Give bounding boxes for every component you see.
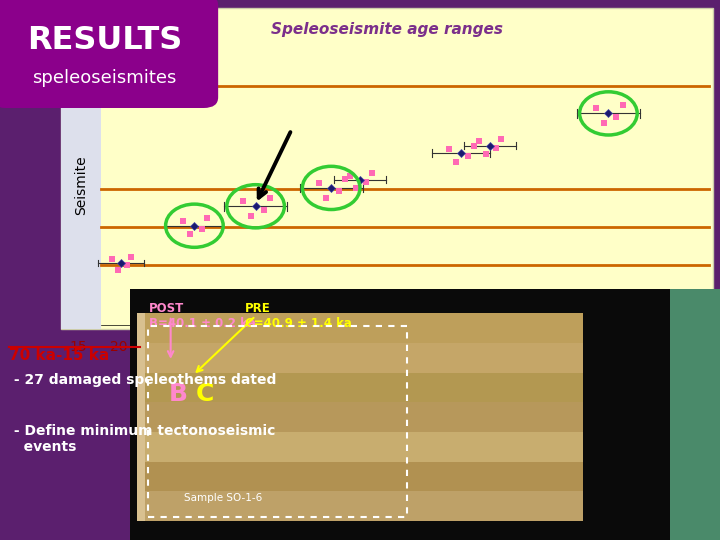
Text: 70 ka-15 ka: 70 ka-15 ka bbox=[9, 348, 109, 363]
Text: C: C bbox=[196, 382, 215, 406]
Bar bbox=[137, 402, 583, 432]
Text: - Define minimum tectonoseismic
   events: - Define minimum tectonoseismic events bbox=[9, 424, 275, 454]
Text: Speleoseismite age ranges: Speleoseismite age ranges bbox=[271, 22, 503, 37]
Text: RESULTS: RESULTS bbox=[27, 25, 182, 56]
Bar bbox=[137, 313, 583, 521]
Text: Seismite: Seismite bbox=[74, 155, 89, 214]
Bar bbox=[137, 343, 583, 373]
Bar bbox=[137, 373, 583, 402]
Text: PRE
C=40.9 ± 1.4 ka: PRE C=40.9 ± 1.4 ka bbox=[245, 302, 351, 330]
Text: B: B bbox=[169, 382, 188, 406]
Text: 15: 15 bbox=[69, 340, 86, 354]
Bar bbox=[137, 313, 145, 521]
Bar bbox=[130, 289, 720, 540]
Bar bbox=[137, 491, 583, 521]
Bar bbox=[137, 432, 583, 462]
Text: POST
B=40.1 ± 0.2 ka: POST B=40.1 ± 0.2 ka bbox=[149, 302, 256, 330]
Bar bbox=[137, 313, 583, 343]
Text: speleoseismites: speleoseismites bbox=[32, 69, 176, 87]
Text: Sample SO-1-6: Sample SO-1-6 bbox=[184, 493, 262, 503]
Bar bbox=[61, 8, 101, 329]
FancyBboxPatch shape bbox=[0, 0, 218, 108]
Bar bbox=[670, 289, 720, 540]
Text: 20: 20 bbox=[110, 340, 127, 354]
Text: 75: 75 bbox=[677, 340, 694, 354]
Bar bbox=[148, 326, 407, 517]
Text: - 27 damaged speleothems dated: - 27 damaged speleothems dated bbox=[9, 373, 276, 387]
Bar bbox=[61, 8, 713, 329]
Bar bbox=[137, 462, 583, 491]
